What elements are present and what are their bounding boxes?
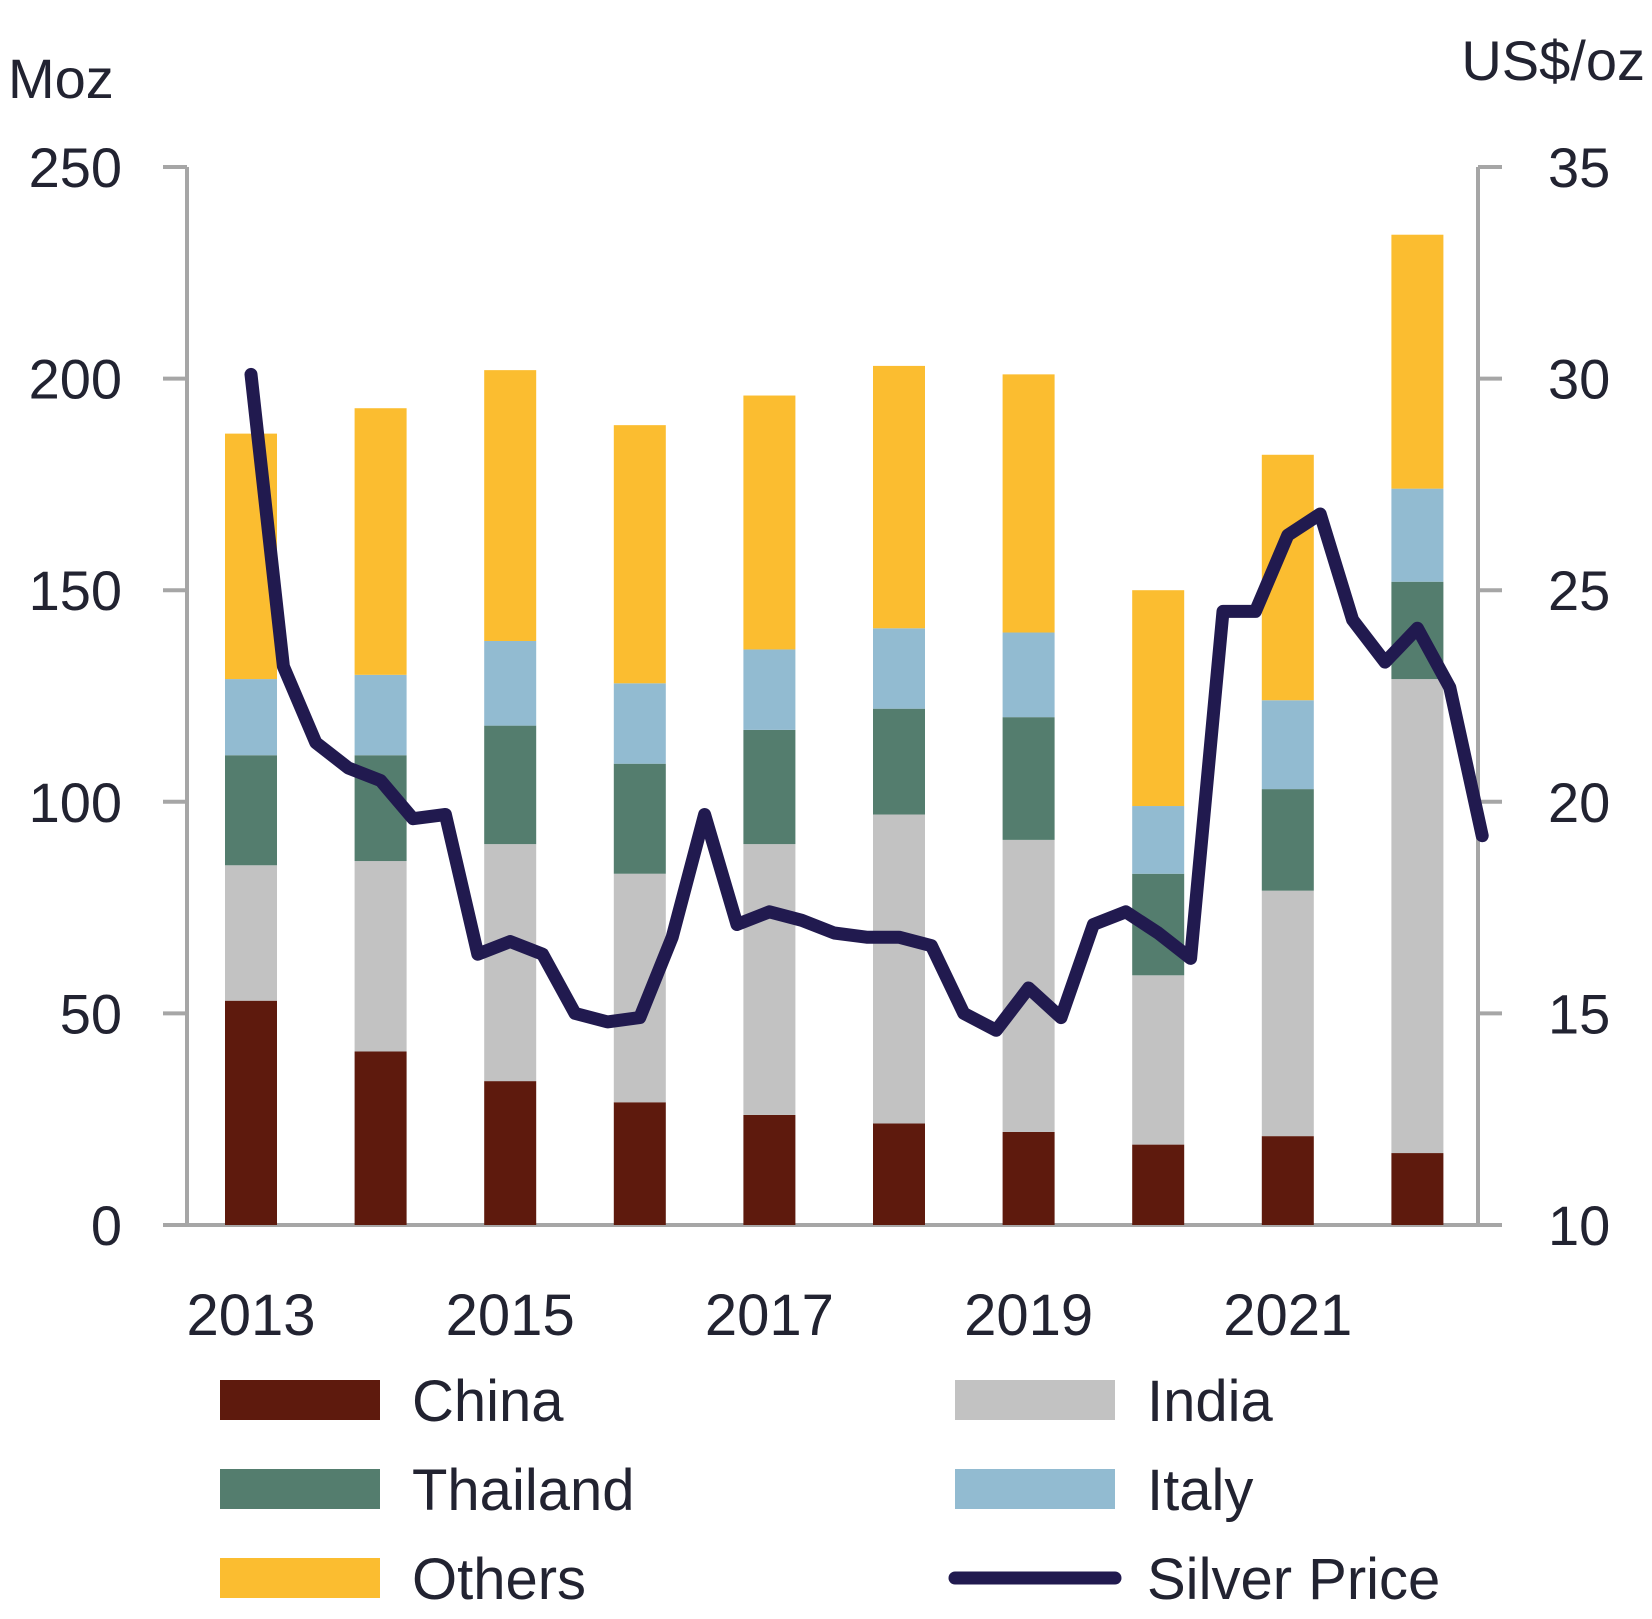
bar-others-2020 — [1132, 590, 1185, 807]
legend-label-china: China — [412, 1369, 564, 1434]
bar-italy-2014 — [354, 674, 407, 756]
legend-label-italy: Italy — [1147, 1458, 1253, 1523]
x-tick-label-2017: 2017 — [705, 1283, 834, 1348]
bar-china-2013 — [225, 1000, 277, 1225]
legend-swatch-others — [220, 1558, 380, 1598]
bar-italy-2015 — [484, 640, 537, 726]
right-axis-tick-label: 35 — [1548, 136, 1610, 199]
bar-thailand-2017 — [743, 729, 796, 845]
bar-others-2016 — [613, 425, 666, 684]
right-axis-unit-label: US$/oz — [1461, 29, 1645, 92]
right-axis-tick-label: 10 — [1548, 1194, 1610, 1257]
legend-label-silver-price: Silver Price — [1147, 1547, 1440, 1612]
bar-others-2018 — [873, 365, 925, 629]
bar-others-2015 — [484, 370, 537, 641]
left-axis-tick-label: 50 — [60, 982, 122, 1045]
x-tick-label-2013: 2013 — [186, 1283, 315, 1348]
bar-thailand-2021 — [1261, 789, 1314, 891]
right-axis-tick-label: 25 — [1548, 559, 1610, 622]
right-axis-tick-label: 15 — [1548, 982, 1610, 1045]
legend-label-others: Others — [412, 1547, 586, 1612]
bar-china-2016 — [613, 1102, 666, 1225]
legend-swatch-china — [220, 1380, 380, 1420]
legend-label-thailand: Thailand — [412, 1458, 634, 1523]
bar-italy-2020 — [1132, 806, 1185, 874]
bar-italy-2018 — [873, 628, 925, 709]
x-tick-label-2019: 2019 — [964, 1283, 1093, 1348]
bar-india-2021 — [1261, 890, 1314, 1137]
bar-thailand-2018 — [873, 708, 925, 815]
bar-china-2014 — [354, 1051, 407, 1225]
x-tick-label-2021: 2021 — [1223, 1283, 1352, 1348]
left-axis-tick-label: 150 — [29, 559, 122, 622]
bar-china-2022 — [1391, 1153, 1444, 1225]
bar-thailand-2019 — [1002, 717, 1055, 840]
bar-india-2020 — [1132, 975, 1185, 1145]
bar-india-2015 — [484, 844, 537, 1082]
left-axis-tick-label: 0 — [91, 1194, 122, 1257]
x-tick-label-2015: 2015 — [446, 1283, 575, 1348]
bar-italy-2016 — [613, 683, 666, 764]
bar-italy-2022 — [1391, 488, 1444, 582]
bar-india-2013 — [225, 865, 277, 1001]
legend-swatch-italy — [955, 1469, 1115, 1509]
left-axis-tick-label: 250 — [29, 136, 122, 199]
stacked-bars — [225, 234, 1444, 1225]
bar-italy-2017 — [743, 649, 796, 730]
left-axis-tick-label: 200 — [29, 348, 122, 411]
bar-others-2022 — [1391, 234, 1444, 489]
legend: China India Thailand Italy Others Silver Pric… — [220, 1369, 1440, 1612]
legend-swatch-thailand — [220, 1469, 380, 1509]
bar-china-2021 — [1261, 1136, 1314, 1225]
bar-thailand-2015 — [484, 725, 537, 845]
bar-italy-2021 — [1261, 700, 1314, 790]
bar-china-2020 — [1132, 1144, 1185, 1225]
bar-india-2014 — [354, 861, 407, 1052]
axes: 0 50 100 150 200 250 10 15 20 25 30 35 — [29, 136, 1611, 1257]
silver-price-line-layer — [244, 367, 1489, 1037]
bar-italy-2019 — [1002, 632, 1055, 718]
bar-china-2019 — [1002, 1131, 1055, 1225]
bar-china-2015 — [484, 1081, 537, 1225]
bar-china-2018 — [873, 1123, 925, 1225]
bar-others-2019 — [1002, 374, 1055, 633]
bar-india-2018 — [873, 814, 925, 1124]
left-axis-unit-label: Moz — [8, 47, 114, 110]
legend-label-india: India — [1147, 1369, 1274, 1434]
silver-price-line — [244, 367, 1489, 1037]
bar-china-2017 — [743, 1114, 796, 1225]
bar-thailand-2013 — [225, 755, 277, 866]
bar-india-2022 — [1391, 679, 1444, 1154]
bar-others-2014 — [354, 408, 407, 675]
bar-thailand-2016 — [613, 763, 666, 874]
legend-swatch-india — [955, 1380, 1115, 1420]
x-tick-labels: 2013 2015 2017 2019 2021 — [186, 1283, 1352, 1348]
right-axis-tick-label: 20 — [1548, 771, 1610, 834]
bar-india-2017 — [743, 844, 796, 1115]
left-axis-tick-label: 100 — [29, 771, 122, 834]
bar-italy-2013 — [225, 679, 277, 756]
right-axis-tick-label: 30 — [1548, 348, 1610, 411]
bar-others-2017 — [743, 395, 796, 650]
